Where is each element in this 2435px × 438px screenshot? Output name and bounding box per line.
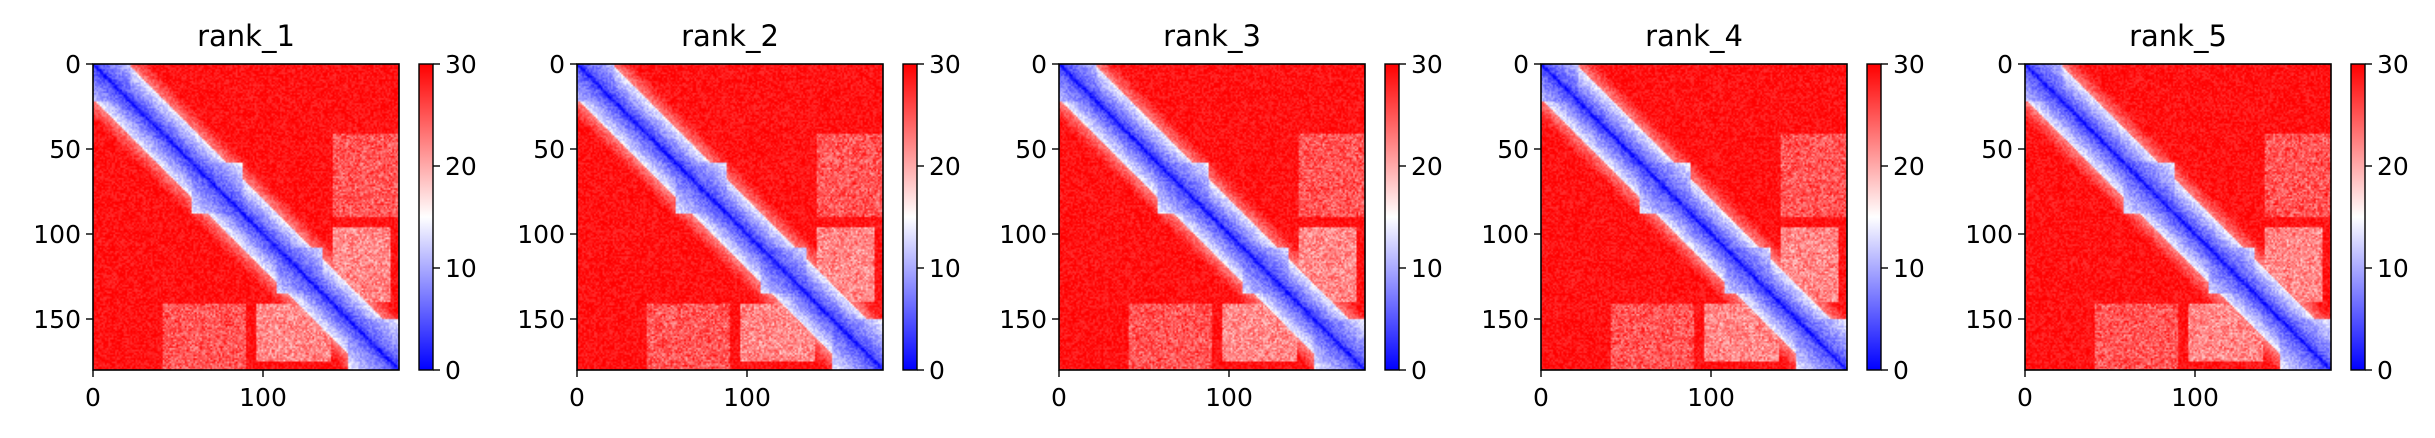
y-tick-label: 0 [1031,50,1047,79]
heatmap-image [577,64,883,370]
colorbar [1384,63,1400,371]
y-tick-label: 100 [1965,220,2013,249]
y-tick-label: 100 [517,220,565,249]
colorbar-tick-label: 20 [445,152,477,181]
y-tick-label: 100 [999,220,1047,249]
panel-title: rank_4 [1645,19,1743,53]
colorbar-tick-label: 20 [1411,152,1443,181]
panel-title: rank_2 [681,19,779,53]
x-tick-label: 100 [2171,383,2219,412]
y-tick-label: 150 [33,305,81,334]
colorbar-tick-label: 10 [445,254,477,283]
colorbar-tick-label: 0 [1411,356,1427,385]
colorbar-tick-label: 10 [929,254,961,283]
x-tick-label: 100 [723,383,771,412]
y-tick-label: 50 [533,135,565,164]
colorbar-tick-label: 30 [2377,50,2409,79]
x-tick-label: 100 [1687,383,1735,412]
plot-frame [1058,63,1366,371]
colorbar-tick-label: 10 [2377,254,2409,283]
y-tick-label: 150 [1481,305,1529,334]
panel-4: rank_4 0 100 0 50 100 150 0 10 20 30 [1481,19,1925,412]
x-tick-label: 0 [1533,383,1549,412]
y-tick-label: 50 [49,135,81,164]
plot-frame [576,63,884,371]
heatmap-image [1059,64,1365,370]
y-tick-label: 100 [33,220,81,249]
y-tick-label: 150 [999,305,1047,334]
x-tick-label: 0 [1051,383,1067,412]
heatmap-image [93,64,399,370]
panel-title: rank_3 [1163,19,1261,53]
plot-frame [92,63,400,371]
y-tick-label: 50 [1015,135,1047,164]
x-tick-label: 100 [239,383,287,412]
colorbar-tick-label: 30 [1411,50,1443,79]
panel-title: rank_1 [197,19,295,53]
colorbar-tick-label: 10 [1411,254,1443,283]
y-tick-label: 0 [1513,50,1529,79]
colorbar [2350,63,2366,371]
y-tick-label: 50 [1981,135,2013,164]
heatmap-image [2025,64,2331,370]
colorbar [902,63,918,371]
colorbar-tick-label: 20 [929,152,961,181]
panel-1: rank_1 0 100 0 50 100 150 0 10 20 30 [33,19,477,412]
colorbar-tick-label: 0 [2377,356,2393,385]
colorbar-tick-label: 0 [929,356,945,385]
heatmap-image [1541,64,1847,370]
colorbar-tick-label: 30 [929,50,961,79]
colorbar [1866,63,1882,371]
colorbar-tick-label: 0 [1893,356,1909,385]
colorbar-tick-label: 10 [1893,254,1925,283]
x-tick-label: 0 [2017,383,2033,412]
colorbar [418,63,434,371]
colorbar-tick-label: 30 [1893,50,1925,79]
panel-3: rank_3 0 100 0 50 100 150 0 10 20 30 [999,19,1443,412]
colorbar-tick-label: 0 [445,356,461,385]
colorbar-tick-label: 20 [1893,152,1925,181]
x-tick-label: 0 [85,383,101,412]
colorbar-tick-label: 20 [2377,152,2409,181]
y-tick-label: 150 [517,305,565,334]
y-tick-label: 0 [1997,50,2013,79]
panel-2: rank_2 0 100 0 50 100 150 0 10 20 30 [517,19,961,412]
y-tick-label: 100 [1481,220,1529,249]
y-tick-label: 0 [65,50,81,79]
y-tick-label: 50 [1497,135,1529,164]
plot-frame [2024,63,2332,371]
x-tick-label: 100 [1205,383,1253,412]
colorbar-tick-label: 30 [445,50,477,79]
y-tick-label: 150 [1965,305,2013,334]
x-tick-label: 0 [569,383,585,412]
panel-5: rank_5 0 100 0 50 100 150 0 10 20 30 [1965,19,2409,412]
plot-frame [1540,63,1848,371]
panel-title: rank_5 [2129,19,2227,53]
y-tick-label: 0 [549,50,565,79]
